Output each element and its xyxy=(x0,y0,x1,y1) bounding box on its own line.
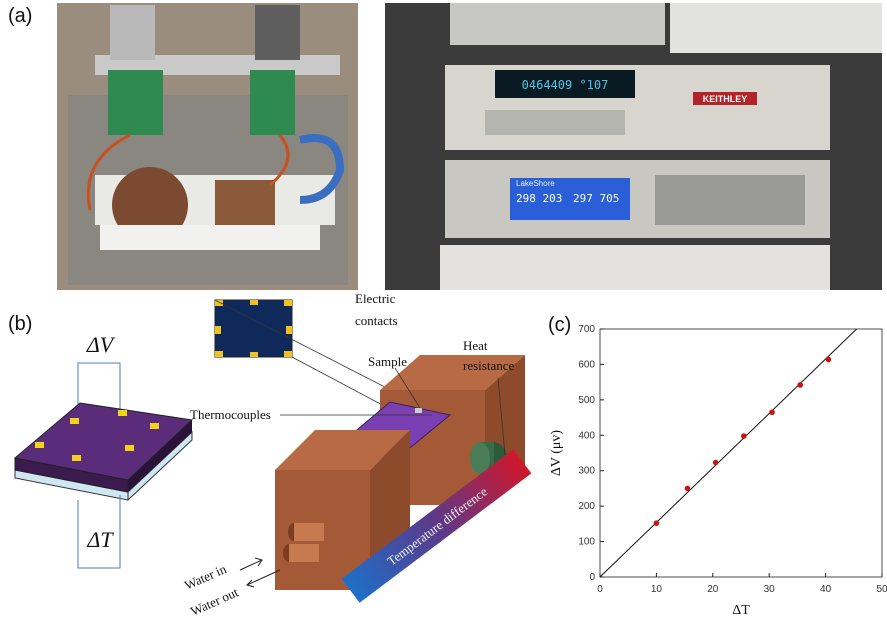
callout: Water out xyxy=(188,584,241,618)
x-tick-label: 10 xyxy=(651,584,663,595)
point xyxy=(797,382,803,388)
callout: contacts xyxy=(355,313,398,328)
brand: LakeShore xyxy=(516,179,555,188)
x-tick-label: 20 xyxy=(707,584,719,595)
x-tick-label: 0 xyxy=(597,584,603,595)
display-reading: 297 705 xyxy=(573,192,619,205)
callout: Electric xyxy=(355,291,396,306)
display-reading: 0464409 °107 xyxy=(522,78,609,92)
y-tick-label: 300 xyxy=(578,466,595,477)
y-tick-label: 0 xyxy=(589,572,595,583)
photo-holder xyxy=(57,3,358,290)
point xyxy=(685,486,691,492)
plot-frame xyxy=(600,329,882,577)
point xyxy=(713,460,719,466)
panel-label: (c) xyxy=(548,314,571,336)
y-tick-label: 400 xyxy=(578,430,595,441)
y-axis-label: ΔV (μv) xyxy=(549,430,564,477)
delta-t-label: ΔT xyxy=(86,527,114,552)
point xyxy=(741,433,747,439)
y-tick-label: 700 xyxy=(578,324,595,335)
panel-label: (b) xyxy=(8,313,32,335)
figure: (a) (b) (c) 0464409 °107 KEITHLEY LakeSh… xyxy=(0,0,887,622)
brand: KEITHLEY xyxy=(703,94,748,104)
sample-sketch: ΔV ΔT xyxy=(15,332,192,568)
setup-diagram: Temperature difference Thermocouples Sam… xyxy=(182,291,531,619)
display-reading: 298 203 xyxy=(516,192,562,205)
callout: resistance xyxy=(463,358,514,373)
delta-v-label: ΔV xyxy=(86,332,116,357)
y-tick-label: 200 xyxy=(578,501,595,512)
y-tick-label: 100 xyxy=(578,537,595,548)
callout: Water in xyxy=(182,561,229,593)
callout: Thermocouples xyxy=(190,407,271,422)
panel-label: (a) xyxy=(8,5,32,27)
point xyxy=(654,520,660,526)
callout: Heat xyxy=(463,338,488,353)
x-tick-label: 30 xyxy=(764,584,776,595)
y-tick-label: 600 xyxy=(578,359,595,370)
fit-line xyxy=(600,329,857,577)
x-axis-label: ΔT xyxy=(732,603,750,618)
callout: Sample xyxy=(368,354,407,369)
x-tick-label: 40 xyxy=(820,584,832,595)
x-tick-label: 50 xyxy=(876,584,887,595)
photo-instruments: 0464409 °107 KEITHLEY LakeShore 298 203 … xyxy=(385,3,882,290)
y-tick-label: 500 xyxy=(578,395,595,406)
point xyxy=(826,357,832,363)
point xyxy=(769,409,775,415)
